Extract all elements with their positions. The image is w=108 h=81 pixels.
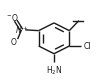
Text: Cl: Cl: [84, 42, 91, 51]
Text: O: O: [11, 38, 17, 47]
Text: H$_2$N: H$_2$N: [46, 64, 62, 77]
Text: $N^+$: $N^+$: [15, 24, 28, 36]
Text: $^-$O: $^-$O: [5, 12, 19, 23]
